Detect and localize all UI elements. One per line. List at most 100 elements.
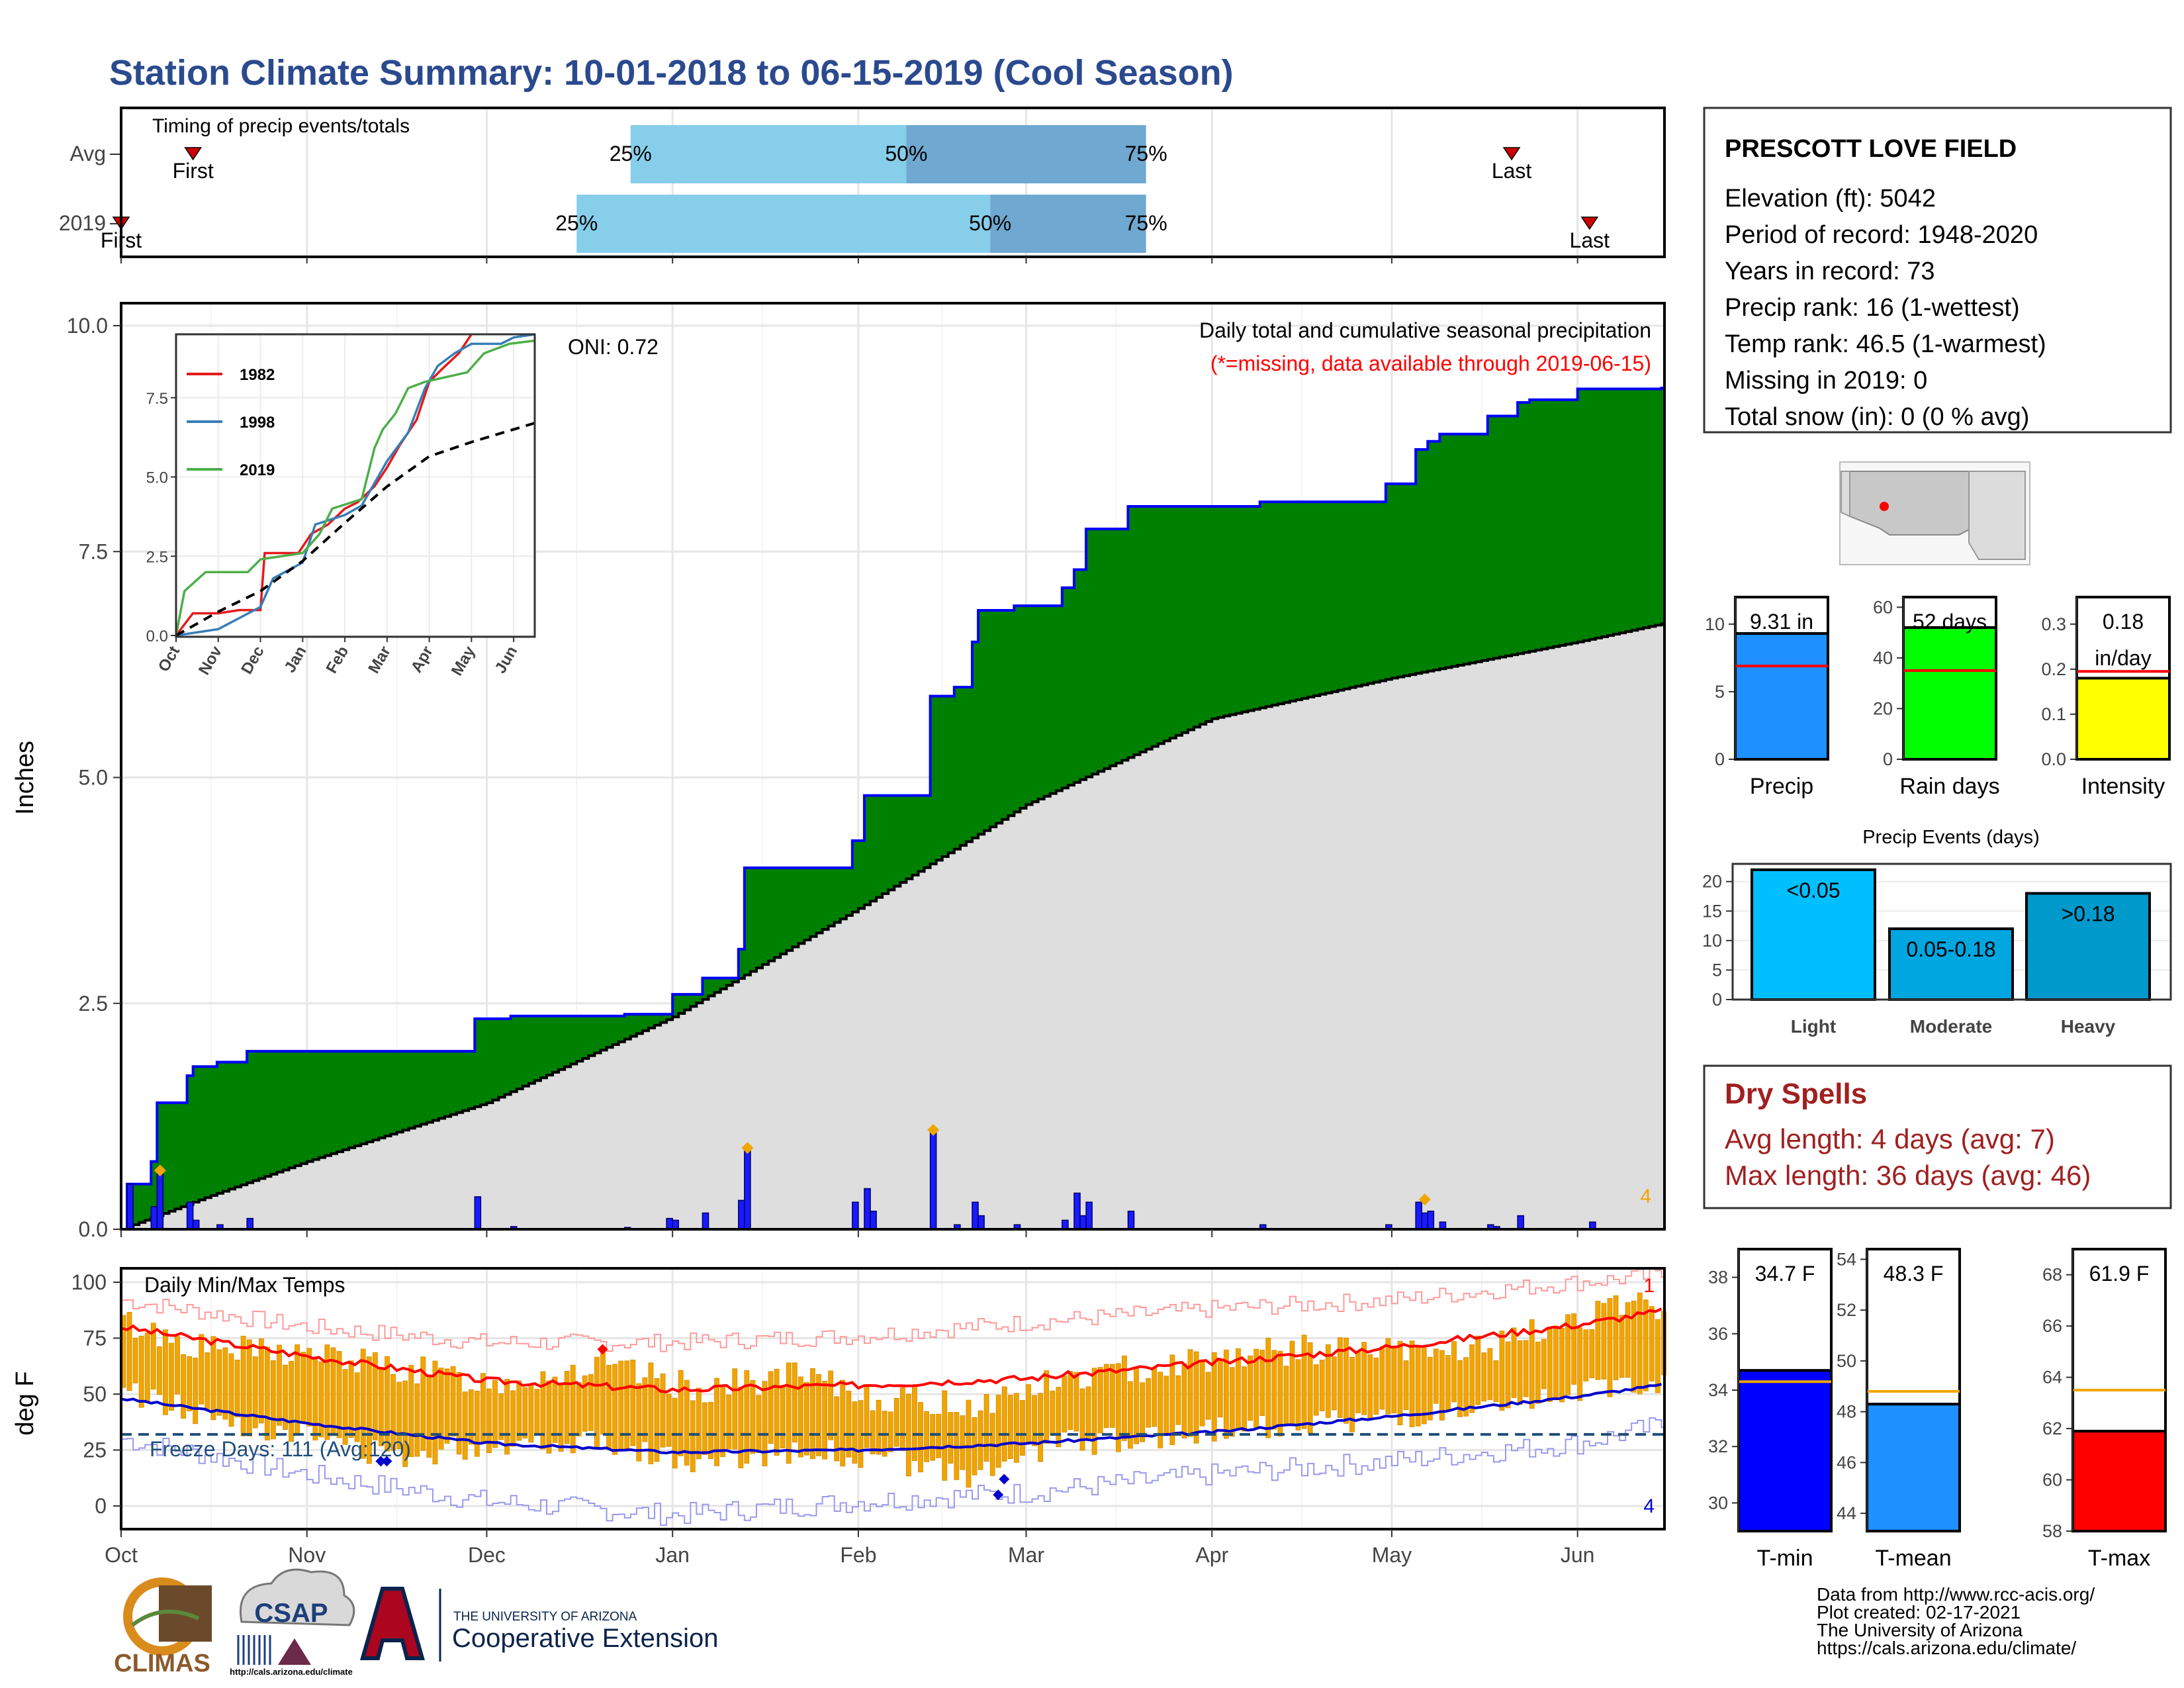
logos: CLIMAS CSAP http://cals.arizona.edu/climat…: [114, 1568, 718, 1677]
precip-panel: 0.0 2.5 5.0 7.5 10.0 Inches Daily total and cu…: [11, 302, 1666, 1241]
station-info-line: Temp rank: 46.5 (1-warmest): [1725, 330, 2046, 358]
record-count-label: 4: [1640, 1186, 1651, 1207]
california-state-shape: [1841, 471, 1850, 518]
y-tick-label: 25: [83, 1438, 107, 1462]
small-y-tick-label: 0.0: [2041, 749, 2066, 769]
precip-summary-panel: 0.0 0.1 0.2 0.3 0.18 in/day Intensity: [2041, 596, 2171, 799]
csap-logo-text: CSAP: [254, 1599, 328, 1628]
csap-logo-url: http://cals.arizona.edu/climate: [230, 1667, 353, 1677]
inset-y-tick-label: 7.5: [146, 390, 168, 408]
small-y-tick-label: 0.3: [2041, 614, 2066, 634]
avg-min-line: [120, 1383, 1662, 1455]
daily-precip-bar: [744, 1147, 751, 1230]
summary-bar-label-box: [1902, 596, 1997, 629]
small-y-tick-label: 20: [1873, 698, 1893, 718]
summary-value-label: 52 days: [1913, 610, 1987, 633]
y-axis-label: Inches: [11, 741, 39, 815]
summary-bar: [1737, 1369, 1833, 1532]
small-y-tick-label: 10: [1702, 931, 1722, 951]
timing-p50-label: 50%: [969, 211, 1011, 235]
csap-logo-cloud: [240, 1568, 355, 1626]
summary-bar-label-box: [1737, 1248, 1833, 1372]
timing-p25-label: 25%: [555, 211, 598, 235]
last-event-marker: [1502, 147, 1521, 161]
precip-event-bar-label: <0.05: [1787, 878, 1841, 902]
precip-chart-title: Daily total and cumulative seasonal prec…: [1199, 318, 1651, 342]
small-y-tick-label: 36: [1708, 1324, 1728, 1344]
daily-precip-bar: [156, 1170, 164, 1230]
record-daily-marker: [927, 1123, 940, 1136]
temp-chart-title: Daily Min/Max Temps: [144, 1273, 345, 1297]
inset-series-line: [175, 333, 535, 637]
normal-cumulative-line: [121, 622, 1664, 1231]
ua-logo-letter: [360, 1587, 425, 1660]
daily-precip-bar: [978, 1215, 985, 1230]
x-tick-label: May: [1372, 1543, 1412, 1567]
timing-p25-label: 25%: [610, 142, 652, 165]
inset-y-tick-label: 5.0: [146, 469, 168, 487]
inset-normal-line: [175, 422, 535, 637]
precip-event-bar-label: 0.05-0.18: [1906, 937, 1995, 961]
daily-precip-bar: [474, 1196, 482, 1230]
daily-precip-bar: [1517, 1215, 1524, 1230]
last-event-marker: [1580, 216, 1599, 230]
temp-panel: 0 25 50 75 100 Oct Nov Dec Jan Feb Mar Apr May Jun deg…: [11, 1267, 1666, 1567]
timing-title: Timing of precip events/totals: [152, 115, 410, 137]
summary-bar-label-box: [2071, 1248, 2167, 1432]
station-info-box: PRESCOTT LOVE FIELD Elevation (ft): 5042 P…: [1703, 107, 2172, 434]
record-temp-marker: [999, 1474, 1010, 1485]
timing-p75-label: 75%: [1125, 142, 1167, 165]
new-mexico-state-shape: [1968, 471, 2026, 560]
ua-logo-line1: THE UNIVERSITY OF ARIZONA: [453, 1610, 637, 1624]
station-info-line: Period of record: 1948-2020: [1725, 221, 2038, 249]
summary-category-label: Precip: [1750, 774, 1813, 799]
x-tick-label: Feb: [840, 1543, 876, 1567]
station-info-line: Precip rank: 16 (1-wettest): [1725, 294, 2020, 322]
first-event-label: First: [173, 159, 214, 183]
page-title: Station Climate Summary: 10-01-2018 to 0…: [109, 53, 1234, 93]
small-y-tick-label: 38: [1708, 1268, 1728, 1288]
small-y-tick-label: 46: [1837, 1452, 1856, 1472]
record-max-line: [121, 1268, 1664, 1352]
precip-event-category: Moderate: [1910, 1016, 1992, 1037]
climas-logo-text: CLIMAS: [114, 1650, 210, 1677]
inset-legend-label: 2019: [240, 461, 275, 479]
record-low-count: 4: [1643, 1495, 1655, 1517]
y-tick-label: 0.0: [79, 1217, 108, 1241]
precip-events-frame: [1731, 863, 2172, 1001]
observed-cumulative-line: [121, 387, 1664, 1231]
station-info-line: Missing in 2019: 0: [1725, 367, 1927, 395]
timing-p75-label: 75%: [1125, 211, 1167, 235]
summary-value-label: in/day: [2095, 646, 2151, 670]
small-y-tick-label: 50: [1837, 1351, 1856, 1371]
small-y-tick-label: 48: [1837, 1402, 1856, 1422]
locator-map: [1839, 461, 2030, 565]
daily-precip-bar: [1415, 1201, 1422, 1230]
first-event-marker: [184, 147, 203, 161]
record-high-count: 1: [1643, 1275, 1655, 1297]
inset-legend-label: 1982: [240, 366, 275, 384]
ua-logo-line2: Cooperative Extension: [452, 1624, 718, 1653]
y-tick-label: 50: [83, 1382, 107, 1406]
inset-y-tick-label: 2.5: [146, 548, 168, 566]
daily-precip-bar: [702, 1212, 709, 1230]
small-y-tick-label: 5: [1712, 960, 1722, 980]
daily-precip-bar: [126, 1184, 134, 1230]
record-daily-marker: [1418, 1193, 1431, 1205]
last-event-label: Last: [1492, 159, 1532, 183]
small-y-tick-label: 15: [1702, 901, 1722, 921]
small-y-tick-label: 10: [1705, 614, 1725, 634]
precip-chart-subtitle: (*=missing, data available through 2019-…: [1210, 352, 1651, 375]
avg-max-line: [120, 1307, 1662, 1393]
precip-event-bar: [2025, 892, 2151, 1001]
station-location-dot: [1880, 502, 1889, 511]
daily-precip-bar: [1427, 1210, 1435, 1230]
precip-event-category: Heavy: [2061, 1016, 2116, 1037]
daily-precip-bar: [1085, 1201, 1093, 1230]
summary-value-label: 0.18: [2103, 610, 2144, 633]
summary-bar: [2075, 677, 2171, 761]
timing-row-label: 2019: [59, 211, 106, 235]
timing-frame: [120, 107, 1666, 258]
precip-summary-panel: 0 20 40 60 52 days Rain days: [1873, 596, 2000, 799]
